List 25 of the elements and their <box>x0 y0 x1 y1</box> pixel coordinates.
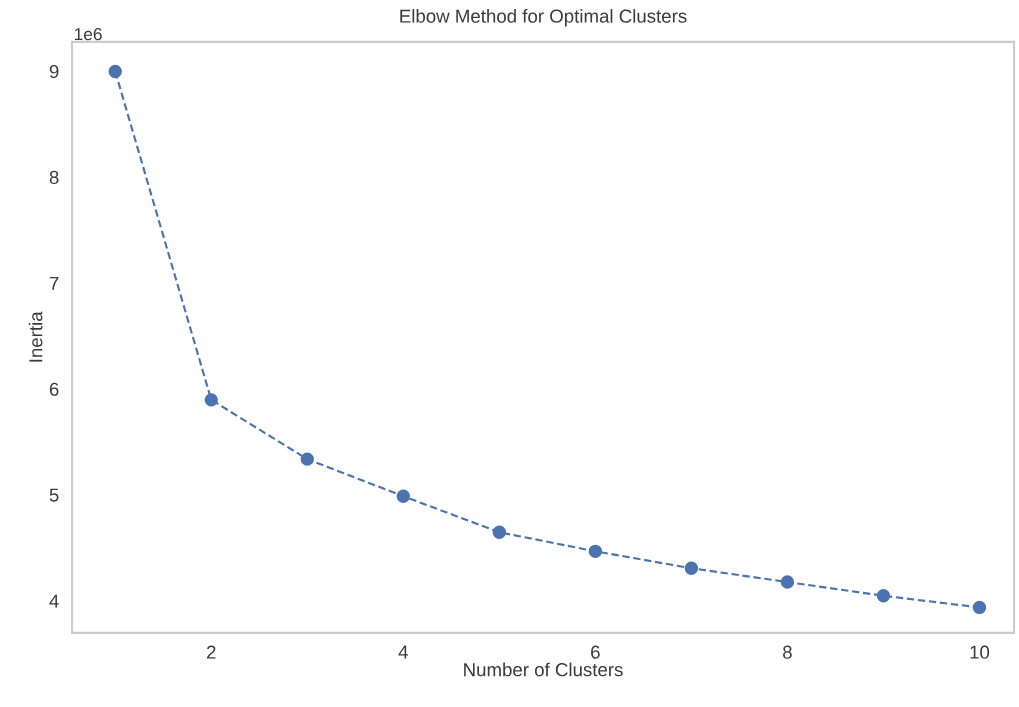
text: 1e6 <box>74 27 102 41</box>
x-tick-label: 2 <box>207 645 216 659</box>
point <box>204 393 218 407</box>
x-tick-label: 4 <box>398 645 408 659</box>
x-tick-label: 10 <box>970 645 990 659</box>
y-tick-label: 6 <box>49 382 59 396</box>
y-tick-label: 7 <box>49 276 59 290</box>
point <box>396 489 410 503</box>
y-tick-label: 8 <box>49 170 59 185</box>
chart-title: Elbow Method for Optimal Clusters <box>400 9 687 27</box>
point <box>972 600 987 615</box>
x-tick-label: 8 <box>783 645 792 659</box>
x-tick-label: 6 <box>591 645 600 659</box>
point <box>108 64 122 79</box>
y-tick-label: 4 <box>49 594 59 608</box>
point <box>492 525 507 539</box>
point <box>780 575 795 589</box>
point <box>684 561 699 575</box>
y-tick-label: 9 <box>49 64 59 79</box>
y-axis-title: Inertia <box>28 311 43 362</box>
y-tick-label: 5 <box>49 488 59 502</box>
point <box>876 589 891 603</box>
point <box>588 544 603 558</box>
point <box>300 452 314 466</box>
x-axis-title: Number of Clusters <box>464 662 623 677</box>
